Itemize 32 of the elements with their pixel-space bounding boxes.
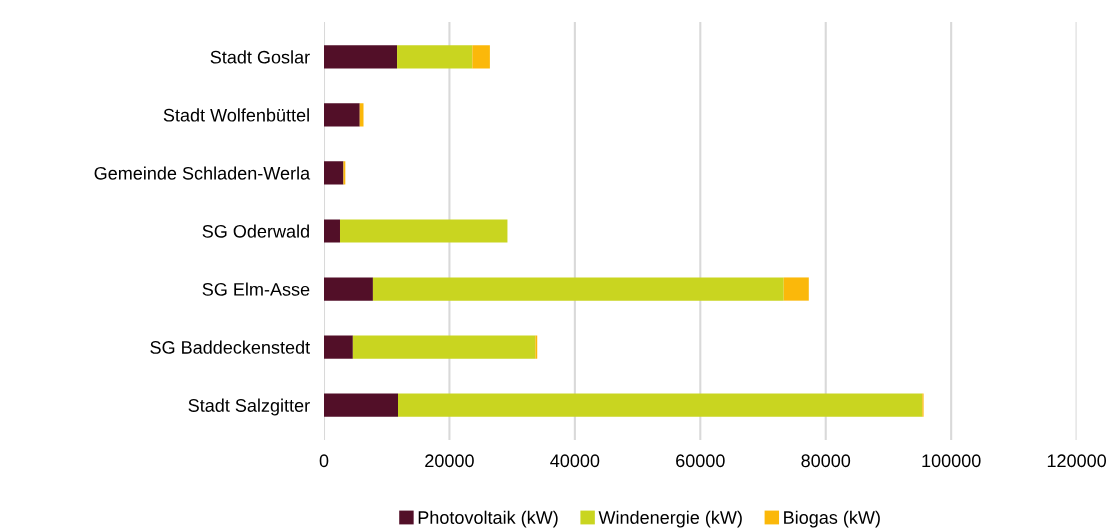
bar <box>324 45 398 69</box>
legend-label: Windenergie (kW) <box>598 510 742 528</box>
x-tick-label: 20000 <box>425 454 474 468</box>
bar <box>397 45 473 69</box>
y-tick-label: Stadt Wolfenbüttel <box>163 108 309 122</box>
bar <box>372 277 784 301</box>
y-tick-label: SG Baddeckenstedt <box>150 340 310 354</box>
y-tick-label: Stadt Salzgitter <box>188 398 310 416</box>
bar <box>352 335 536 359</box>
bar <box>398 393 923 417</box>
y-tick-label: SG Oderwald <box>202 224 309 238</box>
bar <box>359 103 364 127</box>
x-tick-label: 80000 <box>801 454 851 468</box>
bar <box>339 219 508 243</box>
bar <box>324 103 360 127</box>
y-tick-label: SG Elm-Asse <box>202 282 310 296</box>
bar <box>324 335 353 359</box>
legend-label: Biogas (kW) <box>784 510 880 528</box>
bar <box>324 277 373 301</box>
bar <box>324 393 399 417</box>
x-tick-label: 40000 <box>550 454 600 468</box>
x-tick-label: 60000 <box>676 454 725 468</box>
legend-label: Photovoltaik (kW) <box>418 510 558 528</box>
x-tick-label: 120000 <box>1047 454 1107 468</box>
y-tick-label: Gemeinde Schladen-Werla <box>94 166 311 180</box>
bar <box>783 277 809 301</box>
bar <box>472 45 490 69</box>
bar <box>324 219 340 243</box>
bar <box>324 161 344 185</box>
x-tick-label: 0 <box>319 454 329 468</box>
x-tick-label: 100000 <box>922 454 981 468</box>
y-tick-label: Stadt Goslar <box>210 50 310 64</box>
